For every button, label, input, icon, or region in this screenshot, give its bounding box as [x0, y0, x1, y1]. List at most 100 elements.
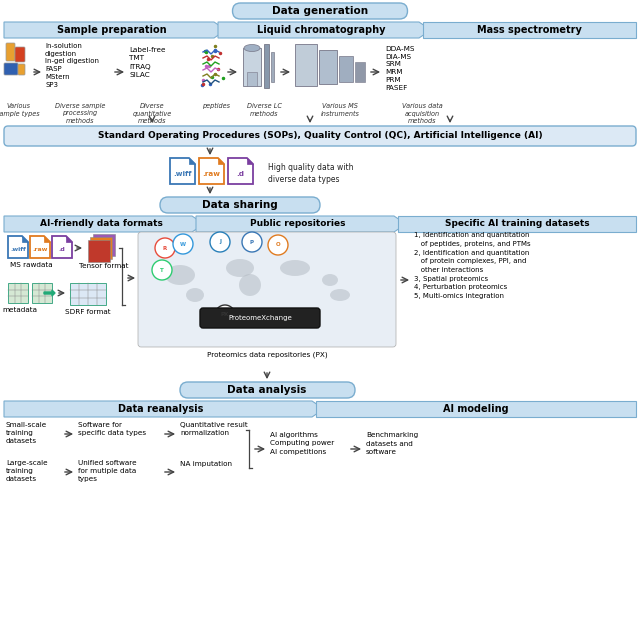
Polygon shape: [196, 216, 406, 232]
Text: MS rawdata: MS rawdata: [10, 262, 52, 268]
Text: Large-scale
training
datasets: Large-scale training datasets: [6, 460, 47, 482]
Text: O: O: [276, 243, 280, 248]
Text: Specific AI training datasets: Specific AI training datasets: [445, 220, 589, 228]
Polygon shape: [4, 216, 204, 232]
Text: Benchmarking
datasets and
software: Benchmarking datasets and software: [366, 432, 419, 455]
Text: .d: .d: [59, 247, 65, 252]
Text: Diverse
quantitative
methods: Diverse quantitative methods: [132, 103, 172, 124]
Ellipse shape: [226, 259, 254, 277]
Circle shape: [155, 238, 175, 258]
Text: W: W: [180, 241, 186, 246]
Bar: [247, 72, 257, 86]
Circle shape: [242, 232, 262, 252]
Text: .d: .d: [237, 171, 244, 177]
Text: 1, Identification and quantitation
   of peptides, proteins, and PTMs
2, Identif: 1, Identification and quantitation of pe…: [414, 232, 531, 300]
Text: DDA-MS
DIA-MS
SRM
MRM
PRM
PASEF: DDA-MS DIA-MS SRM MRM PRM PASEF: [385, 46, 415, 91]
Text: Liquid chromatography: Liquid chromatography: [257, 25, 386, 35]
FancyBboxPatch shape: [4, 63, 18, 75]
Text: R: R: [163, 246, 167, 250]
Text: SDRF format: SDRF format: [65, 309, 111, 315]
Polygon shape: [52, 236, 72, 258]
Circle shape: [268, 235, 288, 255]
Polygon shape: [4, 401, 324, 417]
Polygon shape: [22, 236, 28, 242]
Bar: [32, 283, 52, 303]
Text: AI algorithms
Computing power
AI competitions: AI algorithms Computing power AI competi…: [270, 432, 334, 455]
Text: .raw: .raw: [32, 247, 48, 252]
Bar: [70, 283, 106, 305]
Bar: [243, 48, 261, 86]
Text: NA imputation: NA imputation: [180, 461, 232, 467]
Text: AI modeling: AI modeling: [443, 404, 509, 414]
Text: Tensor format: Tensor format: [79, 263, 129, 269]
Ellipse shape: [280, 260, 310, 276]
Text: Various MS
instruments: Various MS instruments: [321, 103, 360, 116]
Polygon shape: [247, 158, 253, 164]
Polygon shape: [228, 158, 253, 184]
Polygon shape: [189, 158, 195, 164]
Bar: [295, 44, 317, 86]
Ellipse shape: [244, 45, 260, 51]
FancyBboxPatch shape: [138, 232, 396, 347]
Bar: [93, 234, 115, 256]
Circle shape: [173, 234, 193, 254]
Text: ProteomeXchange: ProteomeXchange: [228, 315, 292, 321]
Circle shape: [210, 232, 230, 252]
Bar: [90, 237, 112, 259]
Polygon shape: [4, 22, 226, 38]
Text: Data sharing: Data sharing: [202, 200, 278, 210]
Text: peptides: peptides: [202, 103, 230, 109]
Circle shape: [215, 305, 235, 325]
Text: Data analysis: Data analysis: [227, 385, 307, 395]
Text: P: P: [250, 239, 254, 244]
Text: High quality data with
diverse data types: High quality data with diverse data type…: [268, 163, 353, 184]
FancyBboxPatch shape: [15, 47, 25, 62]
Polygon shape: [66, 236, 72, 242]
Polygon shape: [199, 158, 224, 184]
Text: J: J: [219, 239, 221, 244]
FancyArrow shape: [44, 290, 55, 296]
FancyBboxPatch shape: [200, 308, 320, 328]
Polygon shape: [8, 236, 28, 258]
Text: .wiff: .wiff: [10, 247, 26, 252]
Text: Data reanalysis: Data reanalysis: [118, 404, 204, 414]
Polygon shape: [316, 401, 636, 417]
Polygon shape: [398, 216, 636, 232]
Text: In-solution
digestion
In-gel digestion
FASP
MStern
SP3: In-solution digestion In-gel digestion F…: [45, 43, 99, 88]
FancyBboxPatch shape: [232, 3, 408, 19]
Ellipse shape: [165, 265, 195, 285]
Text: Various
sample types: Various sample types: [0, 103, 40, 116]
Ellipse shape: [186, 288, 204, 302]
Text: Quantitative result
normalization: Quantitative result normalization: [180, 422, 248, 436]
Bar: [88, 240, 110, 262]
FancyBboxPatch shape: [4, 126, 636, 146]
Text: T: T: [160, 268, 164, 273]
Bar: [355, 62, 365, 82]
Text: metadata: metadata: [3, 307, 38, 313]
Bar: [339, 56, 353, 82]
Ellipse shape: [330, 289, 350, 301]
Polygon shape: [218, 158, 224, 164]
Bar: [264, 44, 269, 88]
Polygon shape: [170, 158, 195, 184]
FancyBboxPatch shape: [18, 64, 25, 75]
Circle shape: [152, 260, 172, 280]
Text: Label-free
TMT
iTRAQ
SILAC: Label-free TMT iTRAQ SILAC: [129, 47, 166, 77]
Ellipse shape: [322, 274, 338, 286]
Text: Data generation: Data generation: [272, 6, 368, 16]
Polygon shape: [423, 22, 636, 38]
Text: .wiff: .wiff: [173, 171, 192, 177]
Text: Unified software
for mutiple data
types: Unified software for mutiple data types: [78, 460, 136, 482]
Bar: [8, 283, 28, 303]
Text: Diverse sample
processing
methods: Diverse sample processing methods: [55, 103, 105, 124]
Text: AI-friendly data formats: AI-friendly data formats: [40, 220, 163, 228]
Text: Proteomics data repositories (PX): Proteomics data repositories (PX): [207, 352, 327, 358]
Text: Software for
specific data types: Software for specific data types: [78, 422, 146, 436]
Text: Public repositories: Public repositories: [250, 220, 346, 228]
Bar: [271, 52, 274, 82]
FancyBboxPatch shape: [6, 43, 15, 61]
Polygon shape: [44, 236, 50, 242]
Ellipse shape: [239, 274, 261, 296]
Text: .raw: .raw: [202, 171, 221, 177]
Text: Standard Operating Procedures (SOPs), Quality Control (QC), Artificial Intellige: Standard Operating Procedures (SOPs), Qu…: [98, 131, 542, 141]
